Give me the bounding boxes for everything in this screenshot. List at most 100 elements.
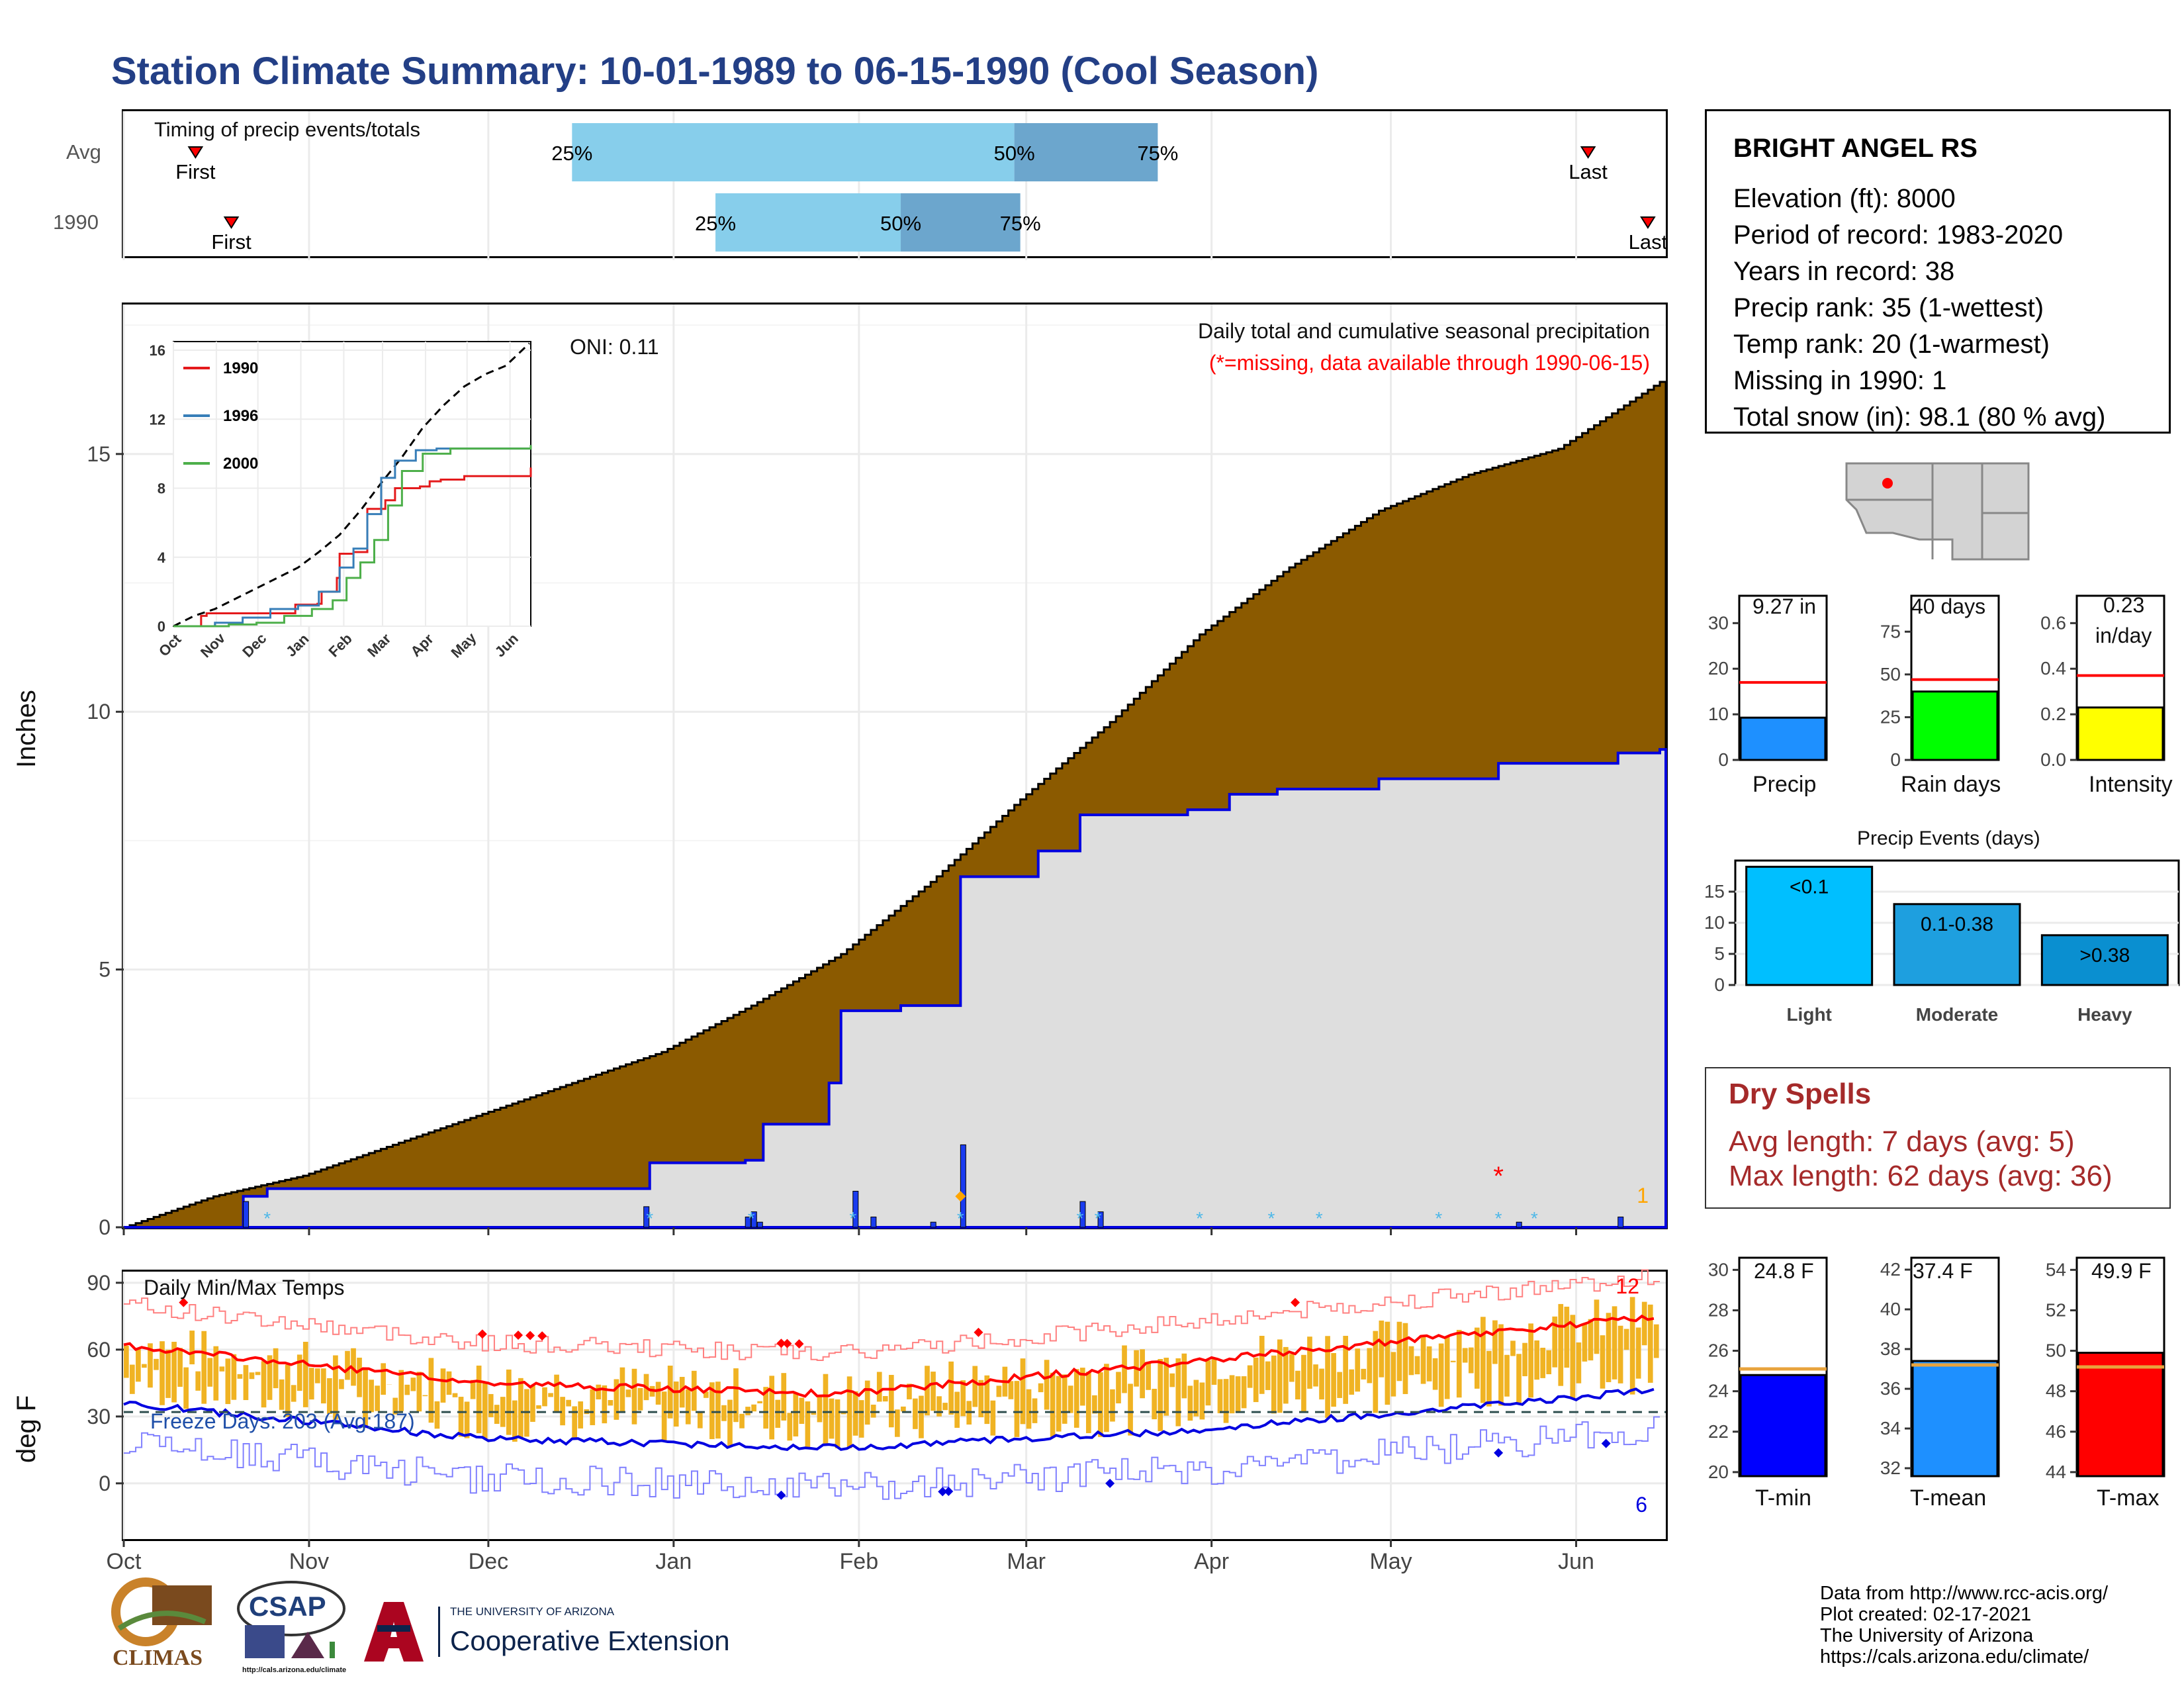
record-high-marker: [537, 1331, 547, 1341]
precip-legend-title: Daily total and cumulative seasonal prec…: [1197, 319, 1650, 343]
daily-temp-bar: [1187, 1385, 1193, 1421]
daily-temp-bar: [243, 1365, 249, 1401]
temp-y-tick-label: 0: [99, 1472, 111, 1495]
tmax-summary-tick-label: 44: [2046, 1462, 2066, 1482]
precip-events-title: Precip Events (days): [1857, 827, 2040, 849]
inset-chart: 0 4 8 12 16 Oct Nov Dec Jan Feb Mar Apr May Jun 1990 19…: [137, 328, 541, 719]
tmax-summary-name: T-max: [2097, 1485, 2160, 1511]
daily-temp-bar: [697, 1411, 703, 1429]
daily-temp-bar: [1373, 1331, 1379, 1413]
precip-summary-tick-label: 20: [1708, 658, 1729, 679]
daily-temp-bar: [858, 1400, 864, 1438]
timing-event-marker: [223, 216, 240, 229]
daily-temp-bar: [757, 1401, 762, 1403]
daily-temp-bar: [1235, 1376, 1241, 1413]
daily-temp-bar: [1331, 1353, 1336, 1407]
daily-temp-bar: [1504, 1354, 1510, 1397]
raindays-summary-tick-label: 50: [1880, 664, 1901, 684]
daily-temp-bar: [566, 1399, 571, 1407]
daily-temp-bar: [428, 1358, 434, 1423]
daily-temp-bar: [793, 1393, 799, 1436]
daily-temp-bar: [422, 1395, 428, 1397]
ua-logo: THE UNIVERSITY OF ARIZONA Cooperative Ex…: [357, 1599, 754, 1671]
page-title: Station Climate Summary: 10-01-1989 to 0…: [111, 50, 1319, 93]
timing-bar-upper: [1014, 123, 1158, 181]
station-years: Years in record: 38: [1733, 257, 1955, 286]
timing-bar-lower: [572, 123, 1015, 181]
inset-y-tick-label: 12: [150, 411, 165, 428]
daily-temp-bar: [907, 1383, 912, 1399]
station-name: BRIGHT ANGEL RS: [1733, 134, 1978, 163]
precip-summary-bar: [1739, 716, 1827, 761]
daily-temp-bar: [189, 1331, 195, 1365]
daily-temp-bar: [823, 1374, 829, 1444]
precip-summary-value: 9.27 in: [1752, 594, 1817, 618]
trace-marker: *: [1268, 1208, 1275, 1229]
daily-temp-bar: [619, 1367, 625, 1411]
daily-temp-bar: [1420, 1335, 1426, 1384]
timing-q25-label: 25%: [551, 142, 592, 165]
record-min-line: [124, 1416, 1660, 1500]
daily-temp-bar: [990, 1400, 996, 1436]
daily-temp-bar: [183, 1367, 189, 1409]
tmax-summary-tick-label: 46: [2046, 1421, 2066, 1442]
daily-temp-bar: [1277, 1339, 1283, 1413]
daily-precip-bar: [751, 1211, 757, 1228]
events-category-label: Light: [1786, 1004, 1831, 1025]
record-high-marker: [974, 1327, 983, 1337]
daily-temp-bar: [1068, 1385, 1073, 1413]
timing-last-label: Last: [1569, 160, 1608, 183]
daily-temp-bar: [1146, 1362, 1151, 1390]
timing-q50-label: 50%: [994, 142, 1035, 165]
daily-temp-bar: [1355, 1348, 1361, 1392]
events-tick-label: 10: [1704, 912, 1725, 933]
daily-temp-bar: [895, 1409, 900, 1437]
daily-temp-bar: [1390, 1352, 1396, 1397]
timing-panel: 25% 50% 75% First Last 25% 50% 75% First Last Tim…: [122, 109, 1668, 260]
trace-marker: *: [1495, 1208, 1502, 1229]
daily-temp-bar: [548, 1393, 553, 1397]
year-cumulative-area: [124, 748, 1667, 1229]
daily-temp-bar: [1319, 1368, 1324, 1400]
daily-temp-bar: [1516, 1354, 1522, 1403]
daily-temp-bar: [177, 1348, 183, 1387]
inset-series-line: [173, 445, 532, 628]
daily-temp-bar: [1247, 1365, 1253, 1388]
daily-temp-bar: [1414, 1356, 1420, 1375]
daily-temp-bar: [1498, 1324, 1504, 1406]
daily-temp-bar: [148, 1343, 153, 1388]
oni-label: ONI: 0.11: [570, 335, 659, 359]
daily-temp-bar: [1450, 1360, 1456, 1362]
daily-precip-bar: [1617, 1216, 1624, 1228]
daily-precip-bar: [1516, 1221, 1522, 1228]
precip-legend-note: (*=missing, data available through 1990-…: [1208, 351, 1650, 375]
precip-summary-chart: 0 10 20 30 9.27 in Precip: [1681, 583, 1846, 801]
daily-temp-bar: [142, 1364, 147, 1368]
daily-temp-bar: [1468, 1347, 1474, 1374]
daily-temp-bar: [972, 1366, 978, 1407]
precip-y-label: Inches: [12, 690, 41, 768]
daily-temp-bar: [948, 1361, 954, 1415]
daily-temp-bar: [1606, 1313, 1612, 1382]
events-bar: [1745, 865, 1874, 986]
daily-precip-bar: [243, 1201, 250, 1228]
daily-temp-bar: [1032, 1398, 1038, 1423]
daily-temp-bar: [931, 1372, 936, 1411]
daily-temp-bar: [1073, 1369, 1079, 1428]
daily-temp-bar: [213, 1346, 219, 1401]
daily-temp-bar: [261, 1361, 267, 1408]
daily-temp-bar: [727, 1399, 733, 1446]
csap-logo-text: CSAP: [249, 1591, 326, 1622]
daily-temp-bar: [709, 1382, 715, 1439]
daily-temp-bar: [1079, 1368, 1085, 1406]
daily-temp-bar: [1098, 1372, 1103, 1437]
daily-temp-bar: [351, 1348, 356, 1386]
daily-temp-bar: [291, 1385, 296, 1402]
events-tick-label: 0: [1714, 974, 1725, 995]
tmean-summary-tick-label: 40: [1880, 1299, 1901, 1319]
credit-university: The University of Arizona: [1820, 1625, 2034, 1646]
raindays-summary-bar: [1911, 690, 1999, 761]
daily-temp-bar: [936, 1396, 942, 1417]
inset-frame: [173, 341, 531, 627]
daily-temp-bar: [1635, 1327, 1641, 1379]
